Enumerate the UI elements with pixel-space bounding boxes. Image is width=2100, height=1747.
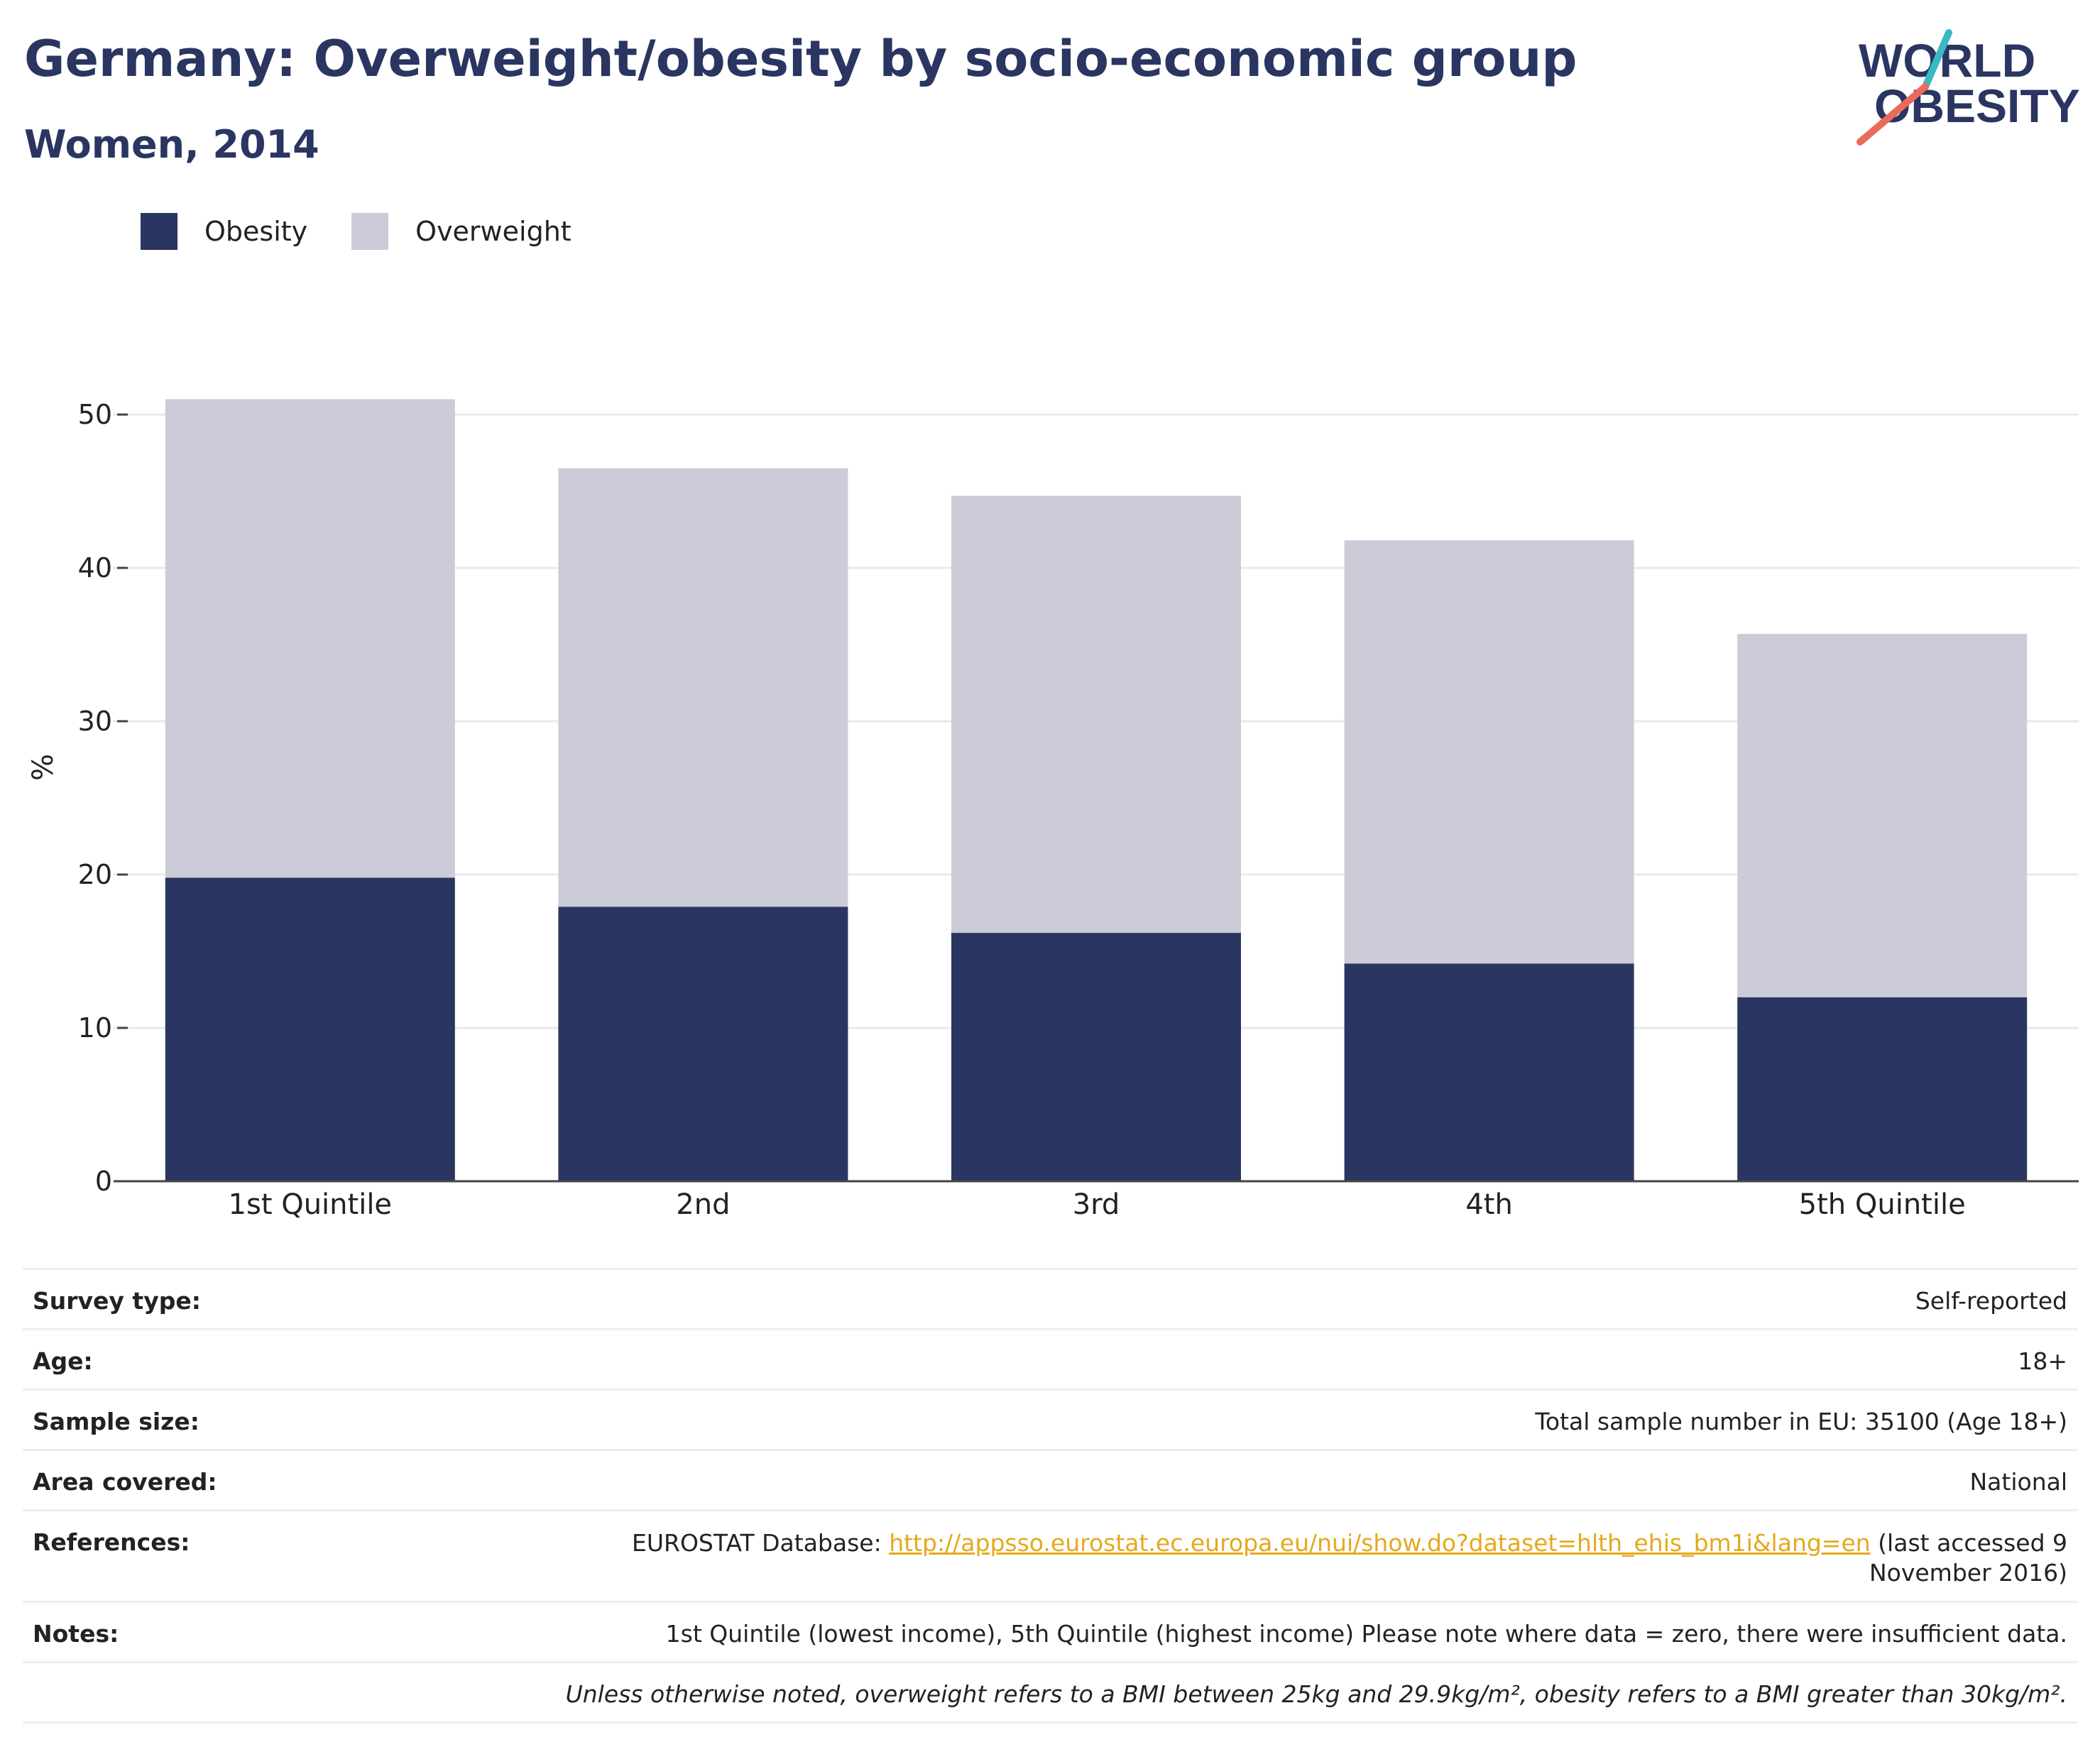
logo-text-obesity: OBESITY: [1874, 80, 2080, 132]
ref-prefix: EUROSTAT Database:: [632, 1529, 890, 1557]
x-tick-label: 4th: [1465, 1188, 1512, 1221]
info-row-notes: Notes: 1st Quintile (lowest income), 5th…: [23, 1601, 2077, 1661]
x-tick-label: 2nd: [676, 1188, 730, 1221]
bar-overweight-3: [951, 495, 1241, 933]
info-value: 18+: [2018, 1347, 2067, 1375]
logo-slash-coral: [1856, 83, 1929, 146]
legend-item-overweight[interactable]: Overweight: [351, 213, 572, 250]
info-label: References:: [33, 1528, 190, 1556]
info-value-references: EUROSTAT Database: http://appsso.eurosta…: [505, 1528, 2067, 1588]
legend-swatch-overweight: [351, 213, 389, 250]
x-tick-label: 3rd: [1073, 1188, 1120, 1221]
info-label: Notes:: [33, 1620, 119, 1648]
legend-item-obesity[interactable]: Obesity: [141, 213, 307, 250]
info-row-area: Area covered: National: [23, 1449, 2077, 1509]
page-subtitle: Women, 2014: [24, 122, 319, 167]
info-row-sample-size: Sample size: Total sample number in EU: …: [23, 1389, 2077, 1449]
y-tick-label: 40: [78, 552, 112, 584]
info-value: Self-reported: [1915, 1287, 2067, 1315]
bar-overweight-4: [1344, 540, 1634, 964]
page-title: Germany: Overweight/obesity by socio-eco…: [24, 30, 1577, 88]
y-tick-label: 20: [78, 859, 112, 890]
info-label: Survey type:: [33, 1287, 201, 1315]
legend-swatch-obesity: [141, 213, 177, 250]
bmi-footnote: Unless otherwise noted, overweight refer…: [565, 1680, 2067, 1708]
chart-legend: Obesity Overweight: [141, 210, 616, 253]
bar-overweight-2: [558, 468, 848, 907]
y-tick-label: 10: [78, 1012, 112, 1044]
y-tick-label: 30: [78, 706, 112, 737]
y-tick-label: 50: [78, 399, 112, 430]
y-tick-label: 0: [95, 1166, 112, 1197]
legend-label-overweight: Overweight: [415, 216, 572, 247]
info-label: Sample size:: [33, 1408, 199, 1435]
info-row-survey-type: Survey type: Self-reported: [23, 1268, 2077, 1328]
bar-overweight-5: [1737, 633, 2028, 997]
stacked-bar-chart: 0 10 20 30 40 50% 1st Quintile 2nd 3rd 4th 5th Qui…: [27, 399, 2079, 1221]
survey-info-table: Survey type: Self-reported Age: 18+ Samp…: [23, 1268, 2077, 1724]
x-tick-label: 1st Quintile: [229, 1188, 393, 1221]
info-row-references: References: EUROSTAT Database: http://ap…: [23, 1509, 2077, 1601]
bar-obesity-5: [1737, 997, 2028, 1181]
bar-overweight-1: [165, 399, 455, 878]
info-row-footnote: Unless otherwise noted, overweight refer…: [23, 1661, 2077, 1724]
info-label: Age:: [33, 1347, 93, 1375]
bar-obesity-3: [951, 933, 1241, 1181]
bar-obesity-4: [1344, 963, 1634, 1181]
info-value: 1st Quintile (lowest income), 5th Quinti…: [665, 1620, 2067, 1648]
x-tick-label: 5th Quintile: [1799, 1188, 1966, 1221]
legend-label-obesity: Obesity: [204, 216, 308, 247]
ref-suffix: (last accessed 9 November 2016): [1869, 1529, 2067, 1587]
bar-obesity-1: [165, 877, 455, 1181]
info-row-age: Age: 18+: [23, 1328, 2077, 1389]
eurostat-link[interactable]: http://appsso.eurostat.ec.europa.eu/nui/…: [889, 1529, 1871, 1557]
info-value: Total sample number in EU: 35100 (Age 18…: [1535, 1408, 2067, 1435]
world-obesity-logo: WORLD OBESITY: [1856, 29, 2080, 146]
logo-slash-teal: [1922, 29, 1952, 90]
bar-obesity-2: [558, 907, 848, 1181]
y-axis-label: %: [27, 754, 60, 781]
info-label: Area covered:: [33, 1468, 217, 1496]
info-value: National: [1969, 1468, 2067, 1496]
